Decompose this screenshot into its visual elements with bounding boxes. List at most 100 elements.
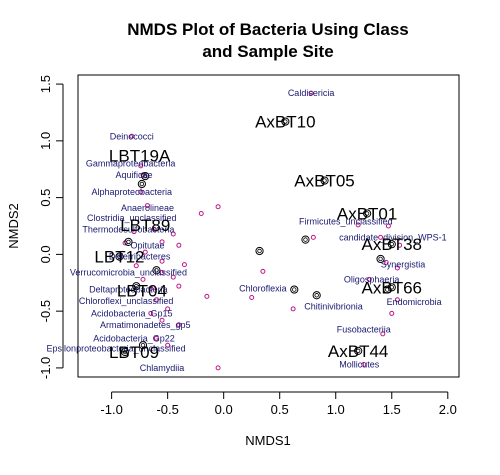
species-label: Deltaproteobacteria (89, 285, 168, 295)
species-point (181, 262, 187, 268)
species-point (176, 322, 182, 328)
species-point (385, 223, 391, 229)
y-axis-label: NMDS2 (6, 203, 21, 249)
species-label: Chloroflexia (239, 283, 287, 293)
x-tick-label: 2.0 (439, 402, 457, 417)
site-point (124, 237, 133, 246)
species-point (133, 263, 139, 269)
species-label: Alphaproteobacteria (92, 187, 173, 197)
species-point (153, 297, 159, 303)
site-label: LBT09 (109, 343, 159, 362)
species-label: Armatimonadetes_gp5 (100, 320, 191, 330)
species-label: Gammaproteobacteria (86, 159, 176, 169)
site-point (363, 209, 372, 218)
x-tick-label: 0.5 (271, 402, 289, 417)
site-label: LBT89 (120, 216, 170, 235)
site-point (281, 117, 290, 126)
site-label: AxBT10 (255, 113, 315, 132)
species-point (159, 317, 165, 323)
species-point (176, 242, 182, 248)
site-point (132, 282, 141, 291)
species-point (144, 203, 150, 209)
species-point (151, 226, 157, 232)
species-point (290, 306, 296, 312)
species-point (165, 342, 171, 348)
species-point (165, 306, 171, 312)
x-tick-label: 1.0 (327, 402, 345, 417)
x-tick-label: 0.0 (215, 402, 233, 417)
site-label: AxBT66 (362, 278, 422, 297)
species-label: Oligosphaeria (344, 274, 400, 284)
species-label: Verrucomicrobia_unclassified (70, 268, 187, 278)
site-point (152, 266, 161, 275)
species-point (378, 234, 384, 240)
species-label: Deinococci (110, 131, 154, 141)
species-label: Fusobacteriia (337, 324, 391, 334)
species-label: Opitutae (130, 240, 164, 250)
species-label: Epsilonproteobacteria_unclassified (47, 344, 186, 354)
species-point (138, 163, 144, 169)
site-point (320, 176, 329, 185)
site-label: AxBT44 (328, 342, 388, 361)
x-axis-label: NMDS1 (245, 433, 291, 448)
species-point (142, 249, 148, 255)
site-label: LBT12 (94, 248, 144, 267)
species-point (153, 335, 159, 341)
site-label: AxBT01 (337, 205, 397, 224)
site-labels-layer: AxBT10 LBT19A AxBT05 AxBT01 LBT89 AxBT38 LBT12… (94, 113, 422, 362)
x-axis: -1.0 -0.5 0.0 0.5 1.0 1.5 2.0 (100, 391, 457, 417)
chart-title-line-2: and Sample Site (202, 42, 333, 61)
species-point (129, 133, 135, 139)
site-label: LBT04 (117, 282, 167, 301)
species-label: Thermodesulfobacteria (82, 224, 174, 234)
species-point (380, 331, 386, 337)
species-point (389, 310, 395, 316)
x-tick-label: 1.5 (383, 402, 401, 417)
species-points-layer (122, 90, 403, 371)
site-point (115, 252, 124, 261)
site-label: AxBT05 (294, 172, 354, 191)
site-point (387, 240, 396, 249)
y-tick-label: 1.5 (38, 75, 53, 93)
site-point (138, 341, 148, 350)
site-label: AxBT38 (362, 235, 422, 254)
species-label: Deferribacteres (109, 252, 171, 262)
species-point (170, 274, 176, 280)
site-point (290, 285, 299, 294)
site-points-layer (115, 117, 396, 357)
species-point (148, 310, 154, 316)
site-point (312, 291, 321, 300)
y-tick-label: -0.5 (38, 300, 53, 322)
y-axis: -1.0 -0.5 0.0 0.5 1.0 1.5 (38, 75, 64, 379)
species-label: Chloroflexi_unclassified (79, 296, 174, 306)
y-tick-label: 0.5 (38, 189, 53, 207)
x-tick-label: -1.0 (100, 402, 122, 417)
species-label: Endomicrobia (387, 297, 442, 307)
species-label: Firmicutes_unclassified (299, 216, 393, 226)
species-point (215, 365, 221, 371)
species-point (159, 258, 165, 264)
site-point (141, 171, 150, 181)
species-label: Acidobacteria_Gp15 (91, 308, 173, 318)
species-label: Anaerolineae (121, 203, 174, 213)
y-tick-label: -1.0 (38, 357, 53, 379)
plot-frame (77, 74, 460, 378)
site-label: LBT19A (109, 147, 171, 166)
species-label: candidate_division_WPS-1 (339, 232, 447, 242)
species-label: Clostridia_unclassified (87, 213, 177, 223)
site-point (255, 246, 264, 256)
species-label: Mollicutes (339, 360, 380, 370)
site-point (137, 179, 146, 189)
species-point (176, 283, 182, 289)
species-label: Chlamydiia (140, 363, 185, 373)
species-point (260, 268, 266, 274)
species-point (159, 270, 165, 276)
site-point (376, 254, 385, 264)
site-point (354, 346, 363, 355)
y-tick-label: 0.0 (38, 245, 53, 263)
species-point (394, 265, 400, 271)
species-point (355, 222, 361, 228)
site-point (383, 285, 392, 294)
